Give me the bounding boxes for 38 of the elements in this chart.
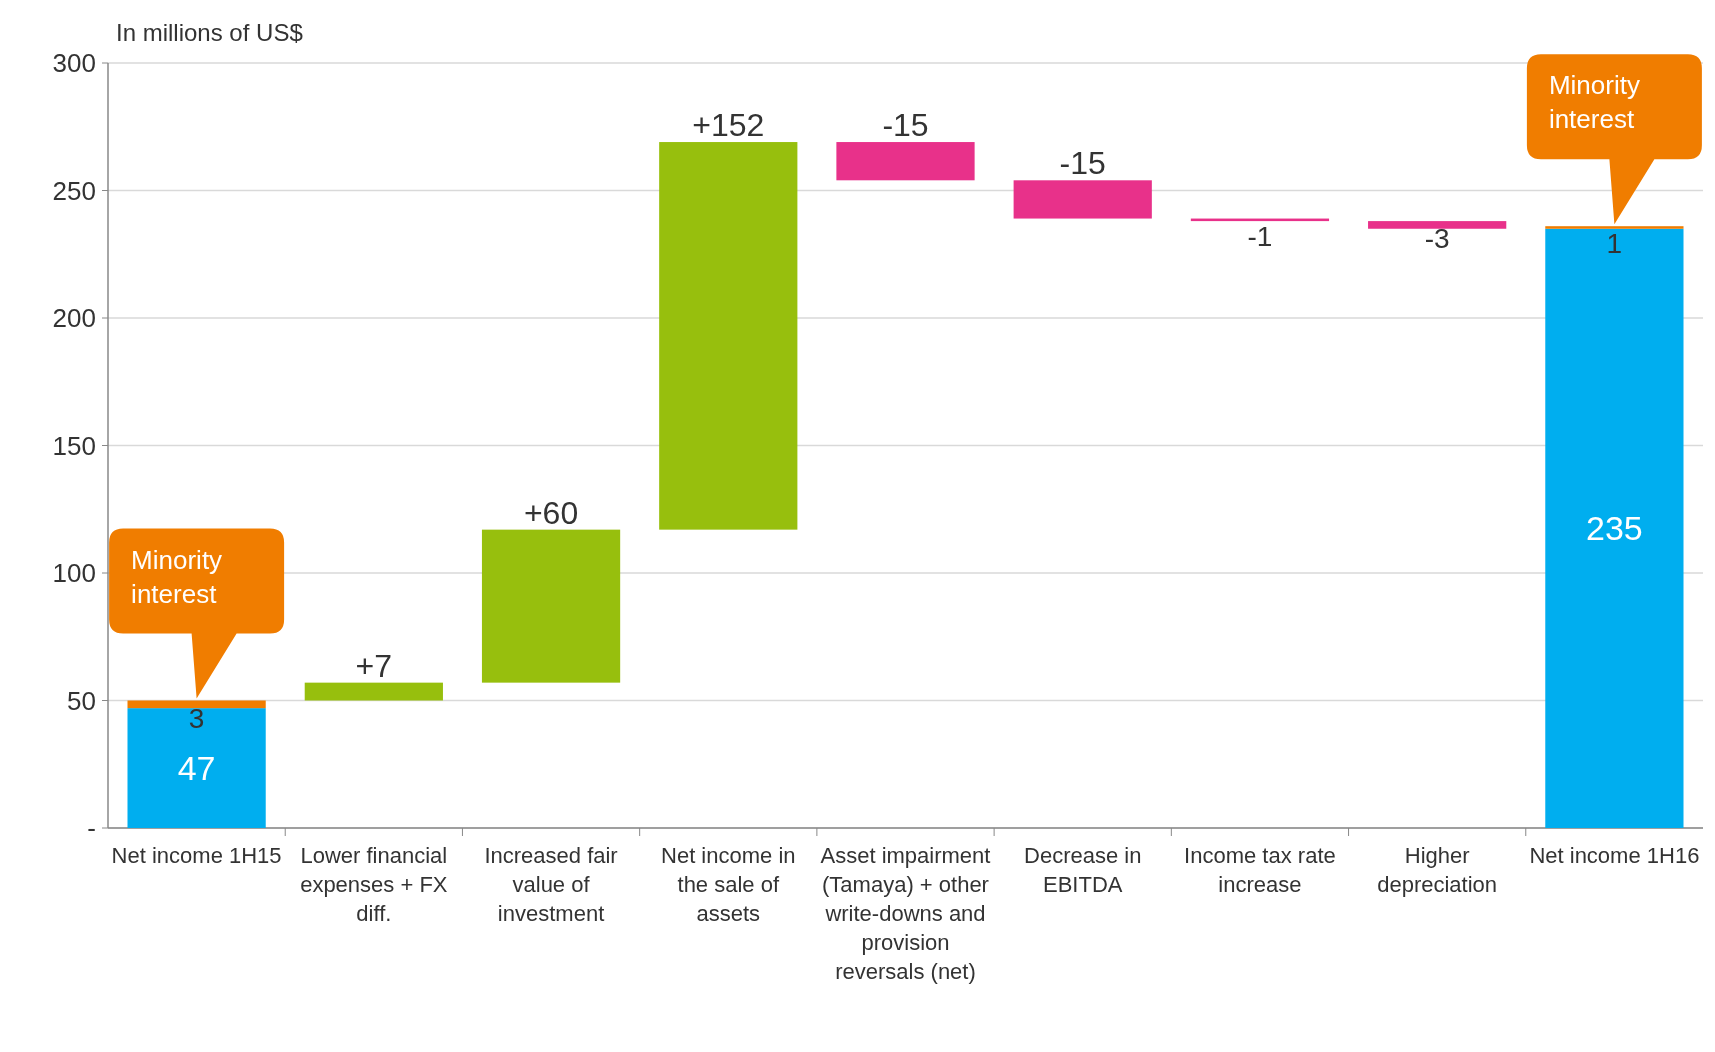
bar xyxy=(1013,180,1152,219)
y-tick-label: - xyxy=(87,813,96,843)
data-label: -15 xyxy=(882,107,929,144)
data-label: -1 xyxy=(1247,220,1273,252)
data-label: -3 xyxy=(1424,223,1450,255)
y-axis-title: In millions of US$ xyxy=(116,19,303,46)
data-label: +7 xyxy=(355,647,393,684)
bar xyxy=(127,708,266,828)
x-tick-label: Net income 1H16 xyxy=(1529,843,1700,868)
x-tick-label: Asset impairment (Tamaya) + other write-downs and provision reversals (net) xyxy=(820,843,991,984)
x-tick-label: Decrease in EBITDA xyxy=(1024,843,1142,897)
y-tick-label: 100 xyxy=(52,558,96,588)
bar xyxy=(1368,221,1507,229)
data-label: 1 xyxy=(1606,228,1623,260)
data-label: +152 xyxy=(692,107,765,144)
x-tick-label: Lower financial expenses + FX diff. xyxy=(300,843,448,926)
x-tick-label: Net income 1H15 xyxy=(111,843,282,868)
y-tick-label: 150 xyxy=(52,430,96,461)
bar xyxy=(659,142,798,530)
y-tick-label: 300 xyxy=(52,48,96,78)
x-tick-label: Higher depreciation xyxy=(1377,843,1498,897)
annotation: Minority interest xyxy=(1548,70,1640,135)
x-tick-label: Increased fair value of investment xyxy=(484,843,618,926)
bar xyxy=(304,682,443,701)
data-label: -15 xyxy=(1059,145,1106,182)
x-tick-label: Income tax rate increase xyxy=(1184,843,1336,897)
annotation: Minority interest xyxy=(131,544,223,609)
bar xyxy=(1545,228,1684,828)
bar xyxy=(836,142,975,181)
data-label: 3 xyxy=(188,702,205,734)
data-label: 47 xyxy=(177,749,216,788)
y-tick-label: 50 xyxy=(67,685,96,716)
data-label: 235 xyxy=(1586,509,1643,548)
x-tick-label: Net income in the sale of assets xyxy=(661,843,796,926)
bar xyxy=(481,529,621,683)
y-tick-label: 200 xyxy=(52,303,96,333)
data-label: +60 xyxy=(523,494,579,531)
y-tick-label: 250 xyxy=(52,175,96,206)
